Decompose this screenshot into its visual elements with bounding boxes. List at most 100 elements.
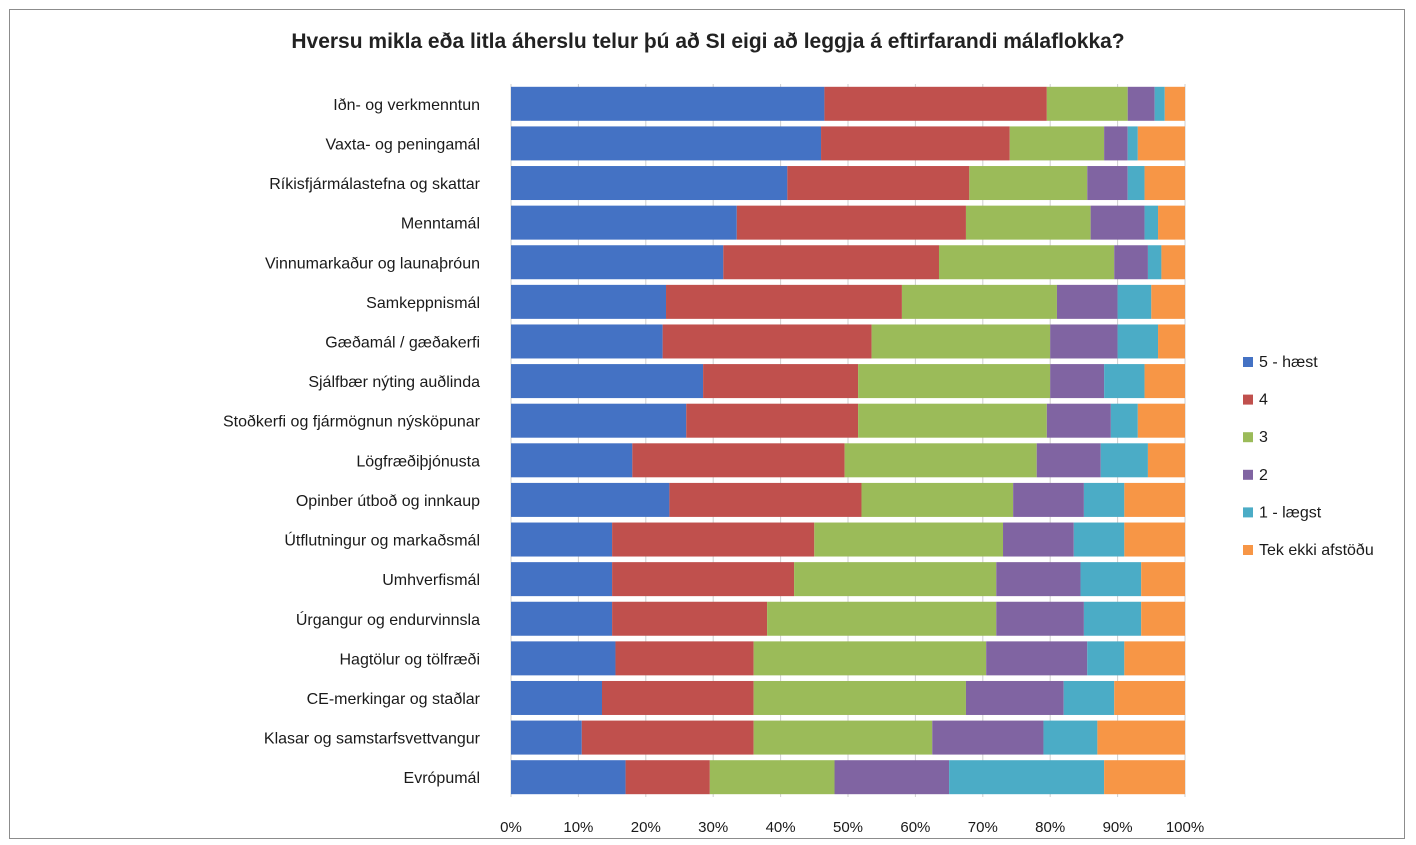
legend: 5 - hæst 4 3 2 1 - lægst Tek ekki afstöðu xyxy=(1243,354,1374,559)
category-label: Menntamál xyxy=(401,216,480,233)
bar-segment xyxy=(1144,205,1159,240)
bar-segment xyxy=(511,403,687,438)
bar-segment xyxy=(511,641,616,676)
x-tick-label: 30% xyxy=(698,819,728,836)
bar-segment xyxy=(1104,364,1145,399)
bar-segment xyxy=(511,126,822,161)
category-labels: Iðn- og verkmenntun Vaxta- og peningamál R… xyxy=(223,97,481,787)
bar-segment xyxy=(1124,482,1185,517)
x-axis-ticks: 0% 10% 20% 30% 40% 50% 60% 70% 80% 90% 100% xyxy=(500,819,1204,836)
bar-segment xyxy=(581,720,754,755)
bar-segment xyxy=(1104,760,1185,795)
bar-segment xyxy=(965,205,1091,240)
bar-segment xyxy=(612,562,795,597)
legend-label: 3 xyxy=(1259,429,1268,446)
bar-segment xyxy=(511,205,737,240)
bar-segment xyxy=(1063,680,1115,715)
bar-segment xyxy=(1090,205,1145,240)
bar-segment xyxy=(1046,403,1111,438)
bar-segment xyxy=(861,482,1014,517)
bar-segment xyxy=(511,443,633,478)
bar-segment xyxy=(1124,522,1185,557)
category-label: Sjálfbær nýting auðlinda xyxy=(308,374,480,391)
bar-segment xyxy=(703,364,859,399)
bar-segment xyxy=(821,126,1010,161)
bar-segment xyxy=(1110,403,1138,438)
bar-segment xyxy=(1117,284,1152,319)
bar-segment xyxy=(612,522,815,557)
x-tick-label: 70% xyxy=(968,819,998,836)
bar-segment xyxy=(511,245,724,280)
bar-segment xyxy=(1013,482,1084,517)
bar-segment xyxy=(511,364,704,399)
bar-segment xyxy=(969,166,1088,201)
category-label: Vaxta- og peningamál xyxy=(326,136,480,153)
bar-segment xyxy=(666,284,902,319)
bar-segment xyxy=(1043,720,1098,755)
bar-segment xyxy=(1127,86,1155,121)
bar-segment xyxy=(1083,482,1125,517)
bar-segment xyxy=(938,245,1115,280)
bar-segment xyxy=(787,166,970,201)
bar-segment xyxy=(1003,522,1074,557)
bar-segment xyxy=(511,760,626,795)
bar-segment xyxy=(723,245,939,280)
bar-segment xyxy=(1009,126,1105,161)
bar-segment xyxy=(996,562,1081,597)
bar-segment xyxy=(858,364,1051,399)
legend-swatch xyxy=(1243,394,1253,405)
bar-segment xyxy=(753,641,987,676)
bar-segment xyxy=(1104,126,1128,161)
bar-segment xyxy=(824,86,1047,121)
category-label: Vinnumarkaður og launaþróun xyxy=(265,255,480,272)
bar-segment xyxy=(662,324,872,359)
bar-segment xyxy=(1158,205,1185,240)
legend-label: 1 - lægst xyxy=(1259,504,1322,521)
bar-segment xyxy=(601,680,754,715)
category-label: Samkeppnismál xyxy=(366,295,480,312)
bar-segment xyxy=(625,760,710,795)
bar-segment xyxy=(949,760,1105,795)
bar-segment xyxy=(1147,245,1162,280)
bar-segment xyxy=(1141,601,1185,636)
bar-segment xyxy=(511,284,667,319)
bar-segment xyxy=(686,403,859,438)
x-tick-label: 100% xyxy=(1166,819,1204,836)
bar-segment xyxy=(736,205,966,240)
bar-segment xyxy=(1141,562,1185,597)
legend-label: 4 xyxy=(1259,392,1268,409)
bar-segment xyxy=(511,601,613,636)
bar-segment xyxy=(753,680,966,715)
bar-segment xyxy=(1056,284,1118,319)
bar-segment xyxy=(844,443,1037,478)
bar-segment xyxy=(767,601,997,636)
x-tick-label: 40% xyxy=(766,819,796,836)
bar-segment xyxy=(1161,245,1185,280)
bar-segment xyxy=(986,641,1088,676)
bar-segment xyxy=(932,720,1044,755)
bar-segment xyxy=(858,403,1047,438)
bar-segment xyxy=(511,680,602,715)
bar-segment xyxy=(996,601,1084,636)
chart-title: Hversu mikla eða litla áherslu telur þú … xyxy=(291,30,1125,53)
bar-segment xyxy=(1114,245,1148,280)
legend-label: 2 xyxy=(1259,467,1268,484)
bar-segment xyxy=(1137,403,1185,438)
bar-segment xyxy=(1080,562,1142,597)
bar-segment xyxy=(871,324,1051,359)
bar-segment xyxy=(511,720,582,755)
bar-segment xyxy=(1127,166,1145,201)
bar-segment xyxy=(1151,284,1185,319)
x-tick-label: 60% xyxy=(900,819,930,836)
bar-segment xyxy=(1158,324,1185,359)
legend-swatch xyxy=(1243,357,1253,367)
category-label: Ríkisfjármálastefna og skattar xyxy=(269,176,480,193)
legend-swatch xyxy=(1243,469,1253,480)
bar-segment xyxy=(1154,86,1165,121)
category-label: Opinber útboð og innkaup xyxy=(296,493,480,510)
category-label: Umhverfismál xyxy=(382,572,480,589)
category-label: Úrgangur og endurvinnsla xyxy=(296,610,480,629)
bar-segment xyxy=(1100,443,1148,478)
x-tick-label: 50% xyxy=(833,819,863,836)
